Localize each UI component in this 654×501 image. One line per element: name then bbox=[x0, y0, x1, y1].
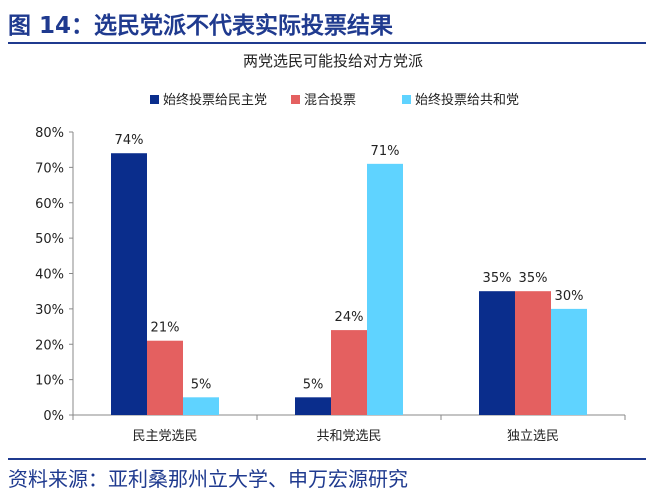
bar bbox=[551, 308, 587, 415]
chart-title: 两党选民可能投给对方党派 bbox=[243, 52, 423, 70]
bar bbox=[367, 163, 403, 415]
bars bbox=[111, 153, 587, 415]
bar bbox=[147, 340, 183, 415]
y-tick-label: 20% bbox=[35, 338, 64, 353]
y-tick-label: 70% bbox=[35, 161, 64, 176]
bar-value-label: 24% bbox=[335, 310, 364, 325]
x-category-label: 独立选民 bbox=[507, 429, 559, 444]
legend-label: 始终投票给共和党 bbox=[415, 92, 519, 108]
legend-swatch bbox=[402, 95, 411, 104]
y-tick-label: 0% bbox=[43, 409, 64, 424]
legend-label: 始终投票给民主党 bbox=[163, 92, 267, 108]
bar-value-label: 5% bbox=[191, 377, 212, 392]
legend-swatch bbox=[291, 95, 300, 104]
bar bbox=[295, 397, 331, 415]
bar-value-label: 30% bbox=[555, 289, 584, 304]
source-rule bbox=[8, 458, 646, 460]
y-tick-label: 40% bbox=[35, 268, 64, 283]
legend: 始终投票给民主党 混合投票 始终投票给共和党 bbox=[150, 92, 519, 108]
figure-title: 图 14：选民党派不代表实际投票结果 bbox=[8, 13, 394, 39]
bar-value-label: 74% bbox=[115, 133, 144, 148]
x-category-label: 共和党选民 bbox=[316, 429, 381, 444]
y-tick-label: 80% bbox=[35, 126, 64, 141]
y-tick-label: 10% bbox=[35, 374, 64, 389]
bar bbox=[111, 153, 147, 415]
bar-chart: 两党选民可能投给对方党派 始终投票给民主党 混合投票 始终投票给共和党 0% 10% 2… bbox=[35, 52, 626, 444]
legend-swatch bbox=[150, 95, 159, 104]
title-rule bbox=[8, 42, 646, 44]
bar-value-label: 35% bbox=[519, 271, 548, 286]
legend-label: 混合投票 bbox=[304, 92, 356, 108]
bar bbox=[183, 397, 219, 415]
bar bbox=[331, 330, 367, 415]
bar-value-label: 21% bbox=[151, 321, 180, 336]
bar bbox=[515, 291, 551, 415]
bar-value-label: 35% bbox=[483, 271, 512, 286]
y-tick-label: 50% bbox=[35, 232, 64, 247]
y-tick-label: 30% bbox=[35, 303, 64, 318]
bar-labels: 74% 21% 5% 5% 24% 71% 35% 35% 30% bbox=[115, 133, 584, 392]
bar-value-label: 71% bbox=[371, 144, 400, 159]
x-category-label: 民主党选民 bbox=[132, 429, 197, 444]
source-note: 资料来源：亚利桑那州立大学、申万宏源研究 bbox=[8, 467, 408, 491]
bar bbox=[479, 291, 515, 415]
y-tick-label: 60% bbox=[35, 197, 64, 212]
x-axis: 民主党选民 共和党选民 独立选民 bbox=[72, 414, 626, 444]
bar-value-label: 5% bbox=[303, 377, 324, 392]
y-axis: 0% 10% 20% 30% 40% 50% 60% 70% 80% bbox=[35, 126, 74, 424]
